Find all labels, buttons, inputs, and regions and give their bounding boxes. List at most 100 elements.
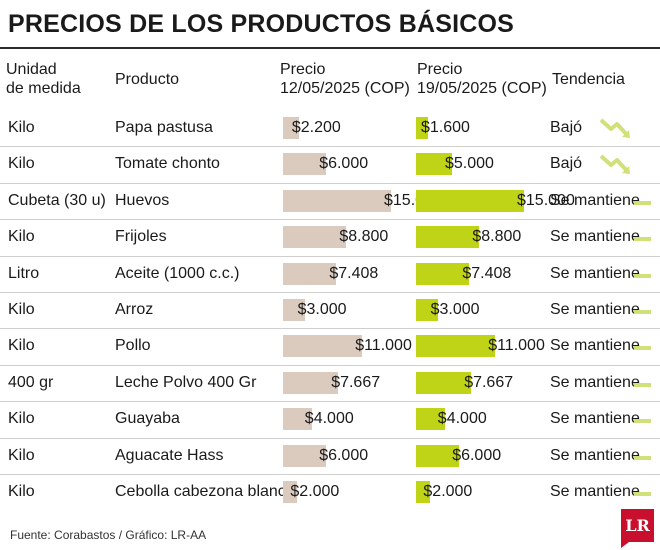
new-price-label: $4.000 — [437, 410, 487, 428]
trend-label: Bajó — [550, 119, 583, 136]
old-price-bar — [283, 226, 347, 249]
old-price-label: $2.000 — [290, 483, 340, 500]
old-price-bar — [283, 481, 298, 503]
old-price-bar — [283, 335, 363, 358]
trend-label: Se mantiene — [550, 191, 640, 209]
dash-icon — [634, 237, 651, 242]
product-cell: Arroz — [115, 301, 154, 318]
page-title: PRECIOS DE LOS PRODUCTOS BÁSICOS — [8, 10, 515, 38]
product-cell: Tomate chonto — [115, 155, 220, 173]
old-price-bar — [283, 117, 299, 139]
product-cell: Aceite (1000 c.c.) — [115, 264, 240, 282]
old-price-label: $7.408 — [329, 264, 379, 282]
header-precio-old-line1: Precio — [280, 61, 326, 78]
row-divider — [0, 474, 660, 475]
new-price-label: $6.000 — [452, 446, 502, 464]
row-divider — [0, 219, 660, 220]
dash-icon — [634, 492, 651, 496]
product-cell: Leche Polvo 400 Gr — [115, 373, 257, 391]
new-price-bar — [416, 299, 438, 321]
dash-icon — [634, 310, 651, 314]
new-price-label: $3.000 — [430, 301, 480, 318]
product-cell: Papa pastusa — [115, 119, 213, 136]
old-price-bar — [283, 153, 327, 176]
dash-icon — [634, 419, 651, 424]
header-unidad: Unidad de medida — [6, 60, 81, 98]
new-price-label: $7.408 — [462, 264, 512, 282]
new-price-label: $1.600 — [421, 119, 470, 136]
unit-cell: Litro — [8, 264, 40, 282]
unit-cell: Kilo — [8, 301, 35, 318]
old-price-bar — [283, 299, 305, 321]
product-cell: Guayaba — [115, 410, 180, 428]
trend-label: Se mantiene — [550, 410, 640, 428]
new-price-bar — [416, 335, 496, 358]
header-precio-old-line2: 12/05/2025 (COP) — [280, 80, 410, 97]
header-unidad-line1: Unidad — [6, 61, 57, 78]
new-price-label: $5.000 — [445, 155, 494, 173]
new-price-bar — [416, 153, 452, 176]
old-price-bar — [283, 444, 327, 467]
header-precio-old: Precio 12/05/2025 (COP) — [280, 60, 410, 98]
product-cell: Huevos — [115, 191, 170, 209]
header-unidad-line2: de medida — [6, 80, 81, 97]
row-divider — [0, 146, 660, 147]
header-producto: Producto — [115, 71, 180, 88]
old-price-label: $7.667 — [331, 373, 381, 391]
down-arrow-icon — [598, 152, 632, 178]
new-price-bar — [416, 371, 472, 394]
old-price-bar — [283, 189, 391, 212]
unit-cell: Kilo — [8, 228, 35, 246]
product-cell: Pollo — [115, 337, 151, 355]
dash-icon — [634, 273, 651, 278]
down-arrow-icon — [598, 116, 632, 142]
old-price-label: $4.000 — [304, 410, 354, 428]
trend-label: Se mantiene — [550, 373, 640, 391]
row-divider — [0, 292, 660, 293]
new-price-bar — [416, 189, 524, 212]
old-price-label: $11.000 — [355, 337, 412, 355]
new-price-label: $7.667 — [464, 373, 514, 391]
old-price-label: $8.800 — [339, 228, 389, 246]
new-price-bar — [416, 444, 460, 467]
unit-cell: Kilo — [8, 410, 35, 428]
trend-label: Se mantiene — [550, 337, 640, 355]
row-divider — [0, 401, 660, 402]
header-precio-new-line1: Precio — [417, 61, 463, 78]
source-note: Fuente: Corabastos / Gráfico: LR-AA — [10, 528, 207, 542]
row-divider — [0, 438, 660, 439]
new-price-bar — [416, 481, 431, 503]
dash-icon — [634, 455, 651, 460]
dash-icon — [634, 346, 651, 351]
unit-cell: 400 gr — [8, 373, 54, 391]
unit-cell: Kilo — [8, 446, 35, 464]
old-price-bar — [283, 262, 337, 285]
unit-cell: Kilo — [8, 155, 35, 173]
new-price-bar — [416, 226, 480, 249]
old-price-label: $2.200 — [291, 119, 341, 136]
trend-label: Se mantiene — [550, 446, 640, 464]
new-price-bar — [416, 408, 445, 431]
trend-label: Se mantiene — [550, 301, 640, 318]
product-cell: Frijoles — [115, 228, 167, 246]
header-tendencia: Tendencia — [552, 71, 625, 88]
row-divider — [0, 365, 660, 366]
header-precio-new: Precio 19/05/2025 (COP) — [417, 60, 547, 98]
dash-icon — [634, 200, 651, 205]
unit-cell: Kilo — [8, 337, 35, 355]
new-price-label: $8.800 — [472, 228, 522, 246]
row-divider — [0, 328, 660, 329]
new-price-bar — [416, 117, 428, 139]
lr-logo: LR — [621, 509, 654, 548]
row-divider — [0, 183, 660, 184]
new-price-label: $2.000 — [423, 483, 473, 500]
new-price-bar — [416, 262, 470, 285]
trend-label: Se mantiene — [550, 264, 640, 282]
new-price-label: $11.000 — [488, 337, 545, 355]
trend-label: Se mantiene — [550, 228, 640, 246]
old-price-label: $3.000 — [297, 301, 347, 318]
header-precio-new-line2: 19/05/2025 (COP) — [417, 80, 547, 97]
unit-cell: Kilo — [8, 119, 35, 136]
old-price-label: $6.000 — [319, 446, 369, 464]
new-price-label: $15.000 — [517, 191, 575, 209]
